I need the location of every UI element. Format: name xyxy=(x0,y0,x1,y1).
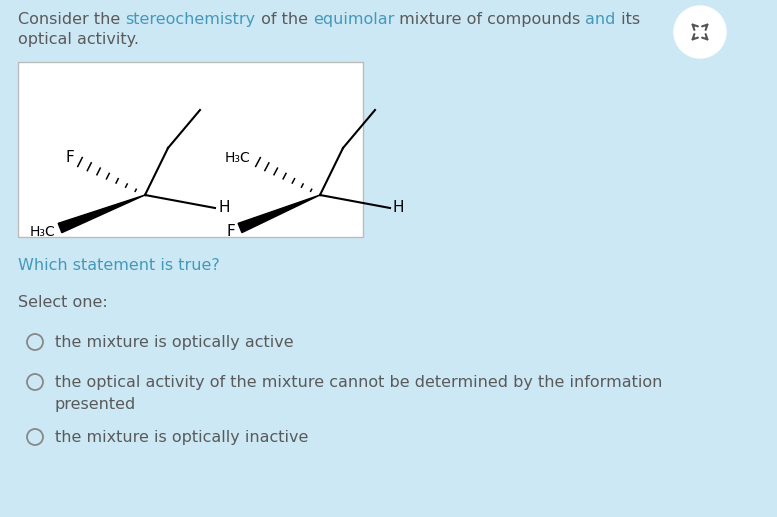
Text: the mixture is optically active: the mixture is optically active xyxy=(55,335,294,350)
Circle shape xyxy=(674,6,726,58)
Text: F: F xyxy=(65,150,74,165)
Text: the mixture is optically inactive: the mixture is optically inactive xyxy=(55,430,308,445)
Text: Consider the: Consider the xyxy=(18,12,125,27)
Polygon shape xyxy=(58,195,145,233)
Text: stereochemistry: stereochemistry xyxy=(125,12,256,27)
Text: Which statement is true?: Which statement is true? xyxy=(18,258,220,273)
Text: H: H xyxy=(218,201,229,216)
Text: H₃C: H₃C xyxy=(225,151,250,165)
Text: and: and xyxy=(585,12,615,27)
Text: mixture of compounds: mixture of compounds xyxy=(394,12,585,27)
Text: F: F xyxy=(226,224,235,239)
Text: of the: of the xyxy=(256,12,312,27)
Text: presented: presented xyxy=(55,397,136,412)
Text: H₃C: H₃C xyxy=(30,225,55,239)
Text: equimolar: equimolar xyxy=(312,12,394,27)
Text: H: H xyxy=(393,201,405,216)
Text: optical activity.: optical activity. xyxy=(18,32,139,47)
Text: Select one:: Select one: xyxy=(18,295,108,310)
FancyBboxPatch shape xyxy=(18,62,363,237)
Polygon shape xyxy=(238,195,320,233)
Text: its: its xyxy=(615,12,640,27)
Text: the optical activity of the mixture cannot be determined by the information: the optical activity of the mixture cann… xyxy=(55,375,662,390)
